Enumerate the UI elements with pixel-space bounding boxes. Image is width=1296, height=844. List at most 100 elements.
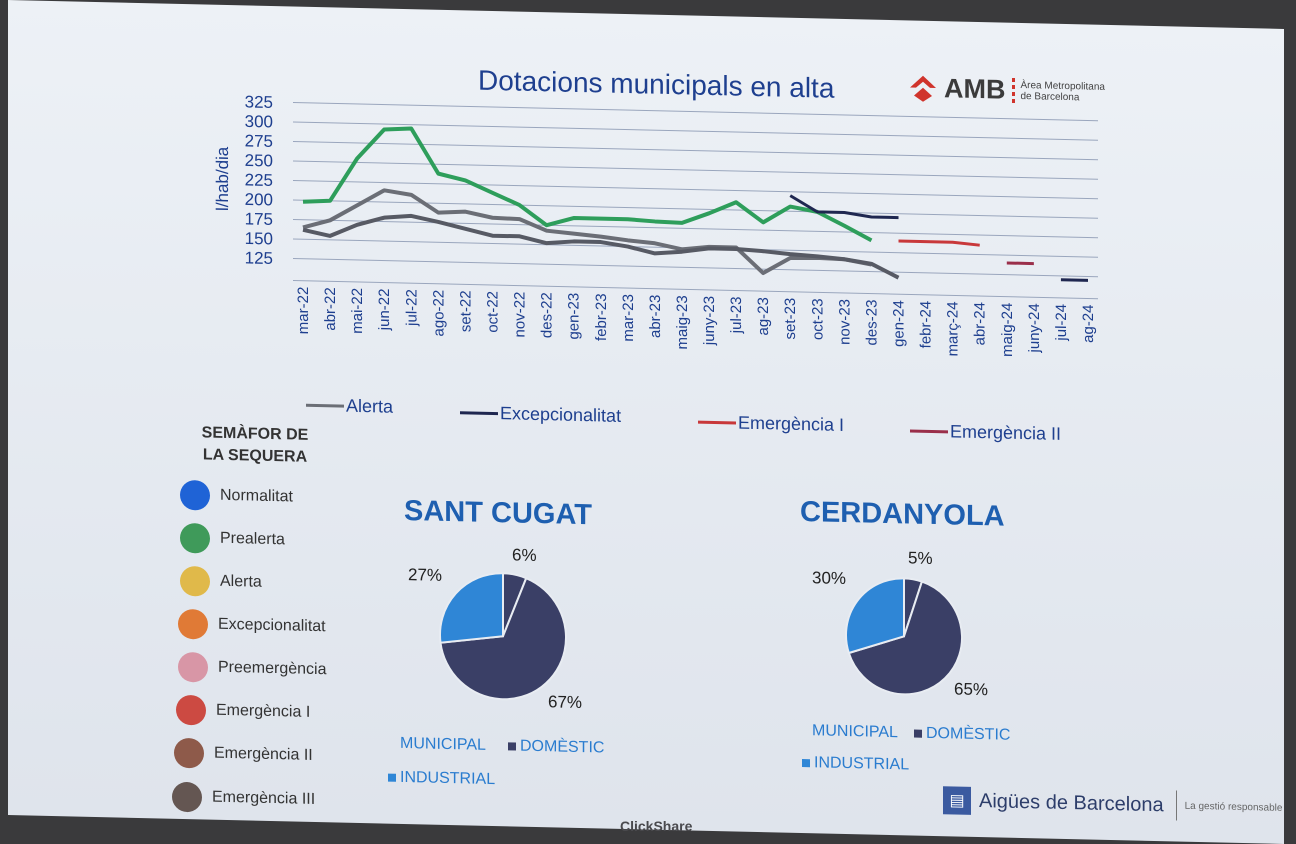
- series-line: [898, 239, 980, 247]
- x-tick-label: ag-23: [755, 297, 772, 336]
- gridline: [293, 179, 1098, 200]
- x-tick-label: set-22: [457, 290, 474, 332]
- x-tick-label: des-23: [863, 299, 880, 345]
- x-tick-label: jul-22: [403, 289, 420, 327]
- x-tick-label: gen-23: [566, 293, 583, 340]
- aigues-de-barcelona-logo: ▤ Aigües de Barcelona La gestió responsa…: [943, 785, 1282, 823]
- semafor-emergencia-1: Emergència I: [176, 694, 311, 728]
- semafor-dot: [172, 781, 202, 813]
- semafor-alerta: Alerta: [180, 565, 262, 598]
- y-tick-label: 325: [245, 92, 273, 112]
- x-tick-label: jul-24: [1053, 304, 1070, 342]
- pie-sc-label-industrial: 27%: [408, 565, 443, 585]
- x-tick-label: abr-23: [647, 294, 664, 338]
- pie-ce-legend-domestic: DOMÈSTIC: [914, 725, 1010, 745]
- x-tick-label: febr-23: [593, 293, 610, 341]
- x-tick-label: abr-22: [322, 287, 339, 331]
- brand-slogan: La gestió responsable: [1184, 800, 1283, 814]
- semafor-normalitat: Normalitat: [180, 479, 293, 513]
- brand-name: Aigües de Barcelona: [979, 789, 1164, 816]
- legend-industrial-label: INDUSTRIAL: [400, 768, 496, 789]
- x-tick-label: set-23: [782, 298, 799, 340]
- pie-slice: [439, 572, 504, 644]
- semafor-label: Alerta: [220, 572, 262, 591]
- semafor-title-line1: SEMÀFOR DE: [201, 424, 309, 444]
- x-tick-label: gen-24: [891, 300, 908, 347]
- legend-industrial-swatch: [802, 759, 810, 768]
- legend-emergencia-2-label: Emergència II: [950, 421, 1062, 444]
- x-tick-label: jul-23: [728, 296, 745, 334]
- semafor-emergencia-2: Emergència II: [174, 737, 313, 771]
- legend-alerta-label: Alerta: [346, 395, 394, 417]
- amb-logo-icon: [910, 75, 936, 102]
- legend-domestic-swatch: [914, 729, 922, 738]
- gridline: [293, 140, 1098, 161]
- x-tick-label: oct-23: [809, 298, 826, 340]
- x-tick-label: ago-22: [430, 290, 447, 337]
- x-tick-label: des-22: [539, 292, 556, 338]
- y-tick-label: 150: [245, 229, 273, 249]
- legend-emergencia-2-swatch: [910, 429, 948, 434]
- x-tick-label: oct-22: [484, 291, 501, 333]
- semafor-emergencia-3: Emergència III: [172, 781, 316, 815]
- legend-industrial-label: INDUSTRIAL: [814, 754, 910, 774]
- pie-chart-cerdanyola: [845, 577, 963, 696]
- series-line: [302, 188, 872, 276]
- series-line: [1006, 261, 1034, 266]
- x-tick-label: abr-24: [972, 302, 989, 346]
- semafor-title: SEMÀFOR DE LA SEQUERA: [190, 422, 320, 469]
- semafor-prealerta: Prealerta: [180, 522, 285, 555]
- y-axis-label: l/hab/dia: [213, 146, 232, 211]
- semafor-dot: [178, 651, 208, 683]
- semafor-label: Emergència I: [216, 701, 311, 721]
- semafor-label: Excepcionalitat: [218, 615, 326, 636]
- semafor-label: Normalitat: [220, 486, 293, 506]
- semafor-title-line2: LA SEQUERA: [202, 446, 308, 466]
- pie-sc-legend-municipal: MUNICIPAL: [400, 735, 486, 755]
- x-tick-label: juny-23: [701, 296, 718, 347]
- pie-ce-label-municipal: 5%: [908, 548, 933, 568]
- legend-domestic-label: DOMÈSTIC: [926, 724, 1011, 744]
- semafor-label: Emergència III: [212, 788, 316, 808]
- semafor-excepcionalitat: Excepcionalitat: [178, 608, 326, 642]
- legend-alerta-swatch: [306, 403, 344, 408]
- x-tick-label: ag-24: [1080, 304, 1097, 343]
- legend-emergencia-2: Emergència II: [910, 420, 1061, 444]
- y-tick-label: 225: [245, 170, 273, 190]
- amb-logo-subtitle: Àrea Metropolitana de Barcelona: [1021, 79, 1106, 103]
- semafor-dot: [178, 608, 208, 640]
- gridline: [293, 121, 1098, 141]
- projector-watermark: ClickShare: [620, 818, 693, 834]
- semafor-label: Emergència II: [214, 744, 313, 764]
- gridline: [293, 257, 1098, 278]
- pie-ce-label-domestic: 65%: [954, 679, 989, 700]
- slide: Dotacions municipals en alta AMB Àrea Me…: [8, 0, 1284, 844]
- legend-municipal-label: MUNICIPAL: [812, 722, 898, 742]
- gridline: [293, 160, 1098, 180]
- pie-chart-sant-cugat: [439, 572, 567, 701]
- x-tick-label: març-24: [945, 301, 962, 356]
- semafor-dot: [174, 737, 204, 769]
- semafor-dot: [180, 565, 210, 597]
- building-icon: ▤: [943, 786, 971, 815]
- x-tick-label: mai-22: [349, 288, 366, 334]
- y-tick-label: 200: [245, 190, 273, 210]
- series-line: [1060, 278, 1088, 282]
- x-tick-label: nov-22: [512, 291, 529, 337]
- logo-separator: [1011, 77, 1015, 104]
- amb-logo: AMB Àrea Metropolitana de Barcelona: [908, 72, 1105, 107]
- pie-ce-legend-municipal: MUNICIPAL: [812, 722, 898, 742]
- pie-sc-label-municipal: 6%: [512, 545, 537, 565]
- legend-alerta: Alerta: [306, 395, 393, 418]
- semafor-dot: [180, 479, 210, 511]
- semafor-preemergencia: Preemergència: [178, 651, 327, 685]
- pie-title-sant-cugat: SANT CUGAT: [404, 494, 592, 532]
- series-line: [302, 213, 900, 280]
- pie-title-cerdanyola: CERDANYOLA: [800, 495, 1005, 533]
- y-tick-label: 250: [245, 151, 273, 171]
- pie-ce-label-industrial: 30%: [812, 568, 847, 589]
- semafor-label: Preemergència: [218, 658, 327, 679]
- x-tick-label: maig-23: [674, 295, 691, 350]
- semafor-dot: [180, 522, 210, 554]
